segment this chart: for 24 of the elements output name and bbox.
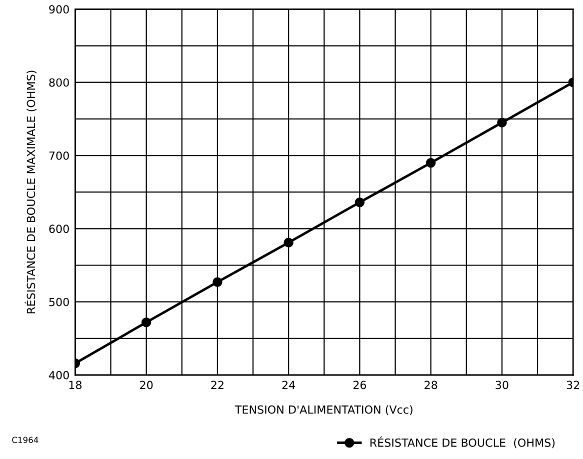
y-tick-label: 900 [49, 5, 69, 14]
x-tick-label: 18 [69, 380, 82, 390]
text: C1964 [12, 436, 38, 444]
y-tick-label: 700 [49, 151, 69, 160]
y-tick-label: 400 [48, 370, 69, 380]
x-tick-label: 20 [140, 380, 153, 390]
point [497, 118, 507, 128]
x-tick-label: 24 [282, 380, 296, 389]
x-tick-label: 30 [496, 380, 508, 390]
x-axis-title: TENSION D'ALIMENTATION (Vcc) [234, 405, 412, 416]
point [426, 158, 436, 168]
x-tick-label: 32 [566, 380, 580, 390]
y-tick-label: 500 [49, 298, 69, 306]
point [354, 197, 365, 208]
legend-label: RÉSISTANCE DE BOUCLE (OHMS) [370, 436, 555, 448]
y-tick-label: 800 [49, 78, 69, 87]
x-tick-label: 26 [353, 380, 366, 390]
y-axis-title: RÉSISTANCE DE BOUCLE MAXIMALE (OHMS) [24, 70, 36, 314]
x-tick-label: 28 [424, 380, 438, 390]
x-tick-label: 22 [211, 380, 224, 389]
point [141, 317, 152, 328]
y-tick-label: 600 [49, 224, 69, 234]
point [212, 277, 222, 287]
point [284, 238, 294, 248]
